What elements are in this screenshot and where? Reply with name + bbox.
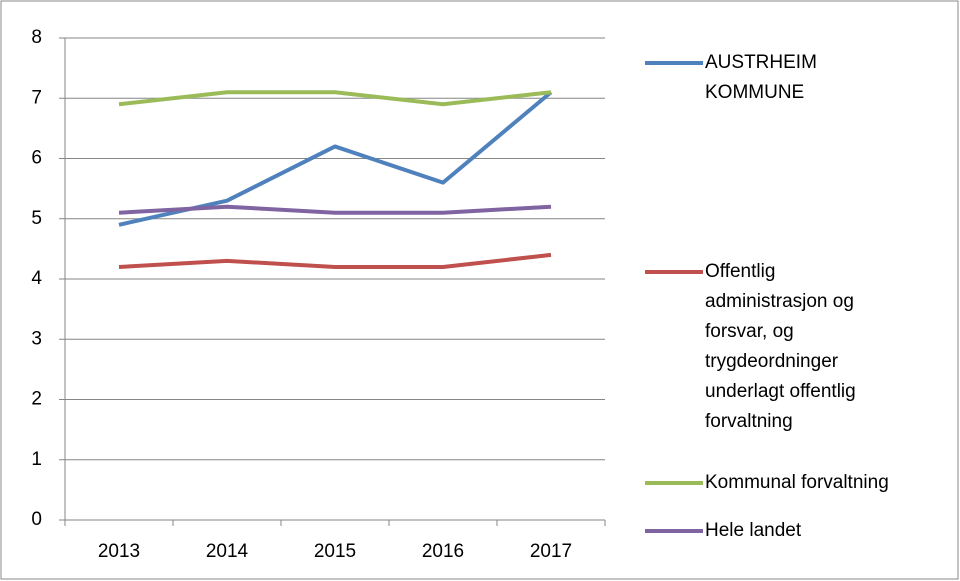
- x-tick-label: 2016: [422, 541, 464, 562]
- y-tick-label: 4: [31, 268, 42, 289]
- y-tick-label: 7: [31, 87, 42, 108]
- series-line: [118, 90, 552, 107]
- y-tick-label: 5: [31, 208, 42, 229]
- y-tick-label: 2: [31, 389, 42, 410]
- x-tick-label: 2017: [530, 541, 572, 562]
- series-line: [118, 204, 552, 215]
- y-tick-label: 6: [31, 148, 42, 169]
- legend-label: Offentlig administrasjon og forsvar, og …: [705, 261, 856, 432]
- y-tick-label: 3: [31, 328, 42, 349]
- y-tick-label: 8: [31, 27, 42, 48]
- x-tick-label: 2015: [314, 541, 356, 562]
- x-tick-label: 2014: [206, 541, 249, 562]
- x-tick-label: 2013: [98, 541, 140, 562]
- y-tick-label: 0: [31, 509, 42, 530]
- legend-label: AUSTRHEIM KOMMUNE: [705, 52, 817, 103]
- series-line: [118, 252, 552, 269]
- y-tick-label: 1: [31, 449, 42, 470]
- legend-label: Kommunal forvaltning: [705, 472, 889, 493]
- legend-label: Hele landet: [705, 520, 802, 541]
